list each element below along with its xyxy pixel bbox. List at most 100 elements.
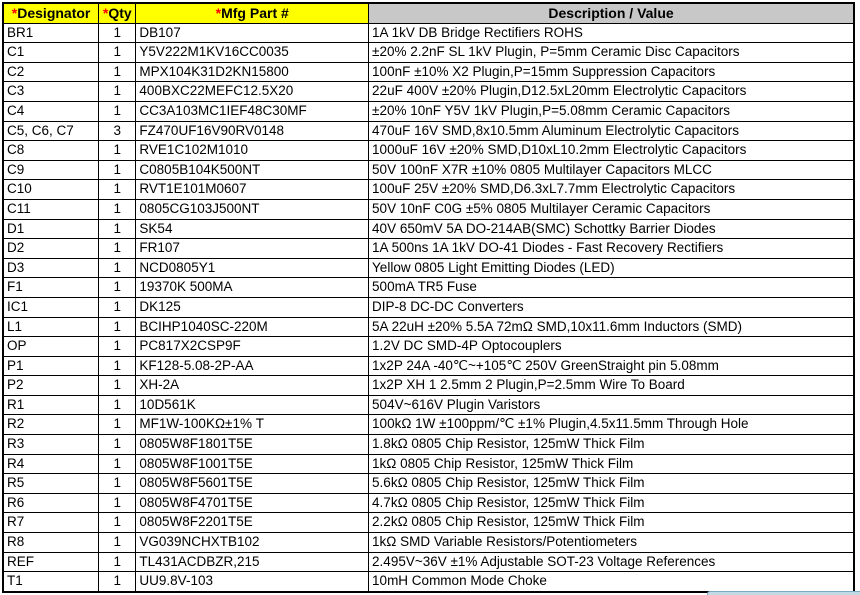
cell-description: 500mA TR5 Fuse [368, 277, 855, 298]
table-row: C11 1 0805CG103J500NT 50V 10nF C0G ±5% 0805… [2, 198, 855, 220]
cell-mfg-part: XH-2A [135, 375, 370, 396]
cell-designator: R2 [2, 414, 100, 436]
cell-qty: 1 [98, 100, 137, 122]
cell-qty: 1 [98, 355, 137, 377]
cell-qty: 1 [98, 434, 137, 455]
cell-qty: 1 [98, 198, 137, 220]
cell-qty: 1 [98, 512, 137, 534]
cell-description: 4.7kΩ 0805 Chip Resistor, 125mW Thick Fi… [368, 492, 855, 514]
cell-designator: C4 [2, 100, 100, 122]
cell-qty: 1 [98, 61, 137, 83]
cell-qty: 1 [98, 551, 137, 573]
cell-mfg-part: 10D561K [135, 394, 370, 416]
cell-description: Yellow 0805 Light Emitting Diodes (LED) [368, 257, 855, 279]
cell-description: 5A 22uH ±20% 5.5A 72mΩ SMD,10x11.6mm Ind… [368, 316, 855, 338]
cell-designator: D2 [2, 238, 100, 259]
header-qty-label: Qty [108, 5, 132, 21]
header-mfg-part-label: Mfg Part # [221, 5, 289, 21]
cell-description: 50V 10nF C0G ±5% 0805 Multilayer Ceramic… [368, 198, 855, 220]
cell-designator: C3 [2, 81, 100, 102]
cell-mfg-part: RVT1E101M0607 [135, 179, 370, 200]
table-row: C10 1 RVT1E101M0607 100uF 25V ±20% SMD,D6.3… [2, 179, 855, 200]
cell-mfg-part: TL431ACDBZR,215 [135, 551, 370, 573]
cell-qty: 1 [98, 336, 137, 357]
cell-mfg-part: MF1W-100KΩ±1% T [135, 414, 370, 436]
table-row: D1 1 SK54 40V 650mV 5A DO-214AB(SMC) Schott… [2, 218, 855, 240]
cell-description: 1A 500ns 1A 1kV DO-41 Diodes - Fast Reco… [368, 238, 855, 259]
cell-mfg-part: NCD0805Y1 [135, 257, 370, 279]
table-row: R2 1 MF1W-100KΩ±1% T 100kΩ 1W ±100ppm/℃ ±1%… [2, 414, 855, 436]
cell-designator: BR1 [2, 22, 100, 44]
cell-qty: 3 [98, 120, 137, 142]
cell-description: 1x2P 24A -40℃~+105℃ 250V GreenStraight p… [368, 355, 855, 377]
cell-description: 1.8kΩ 0805 Chip Resistor, 125mW Thick Fi… [368, 434, 855, 455]
cell-mfg-part: C0805B104K500NT [135, 159, 370, 181]
cell-qty: 1 [98, 218, 137, 240]
cell-qty: 1 [98, 179, 137, 200]
cell-designator: R8 [2, 532, 100, 553]
table-row: D2 1 FR107 1A 500ns 1A 1kV DO-41 Diodes - F… [2, 238, 855, 259]
cell-mfg-part: FZ470UF16V90RV0148 [135, 120, 370, 142]
header-qty: *Qty [98, 2, 137, 24]
table-row: C5, C6, C7 3 FZ470UF16V90RV0148 470uF 16V S… [2, 120, 855, 142]
cell-designator: C8 [2, 140, 100, 161]
cell-qty: 1 [98, 394, 137, 416]
table-row: P2 1 XH-2A 1x2P XH 1 2.5mm 2 Plugin,P=2.5mm… [2, 375, 855, 396]
bom-table-body: BR1 1 DB107 1A 1kV DB Bridge Rectifiers ROH… [2, 22, 855, 593]
cell-description: 100nF ±10% X2 Plugin,P=15mm Suppression … [368, 61, 855, 83]
header-designator-label: Designator [17, 5, 91, 21]
cell-mfg-part: SK54 [135, 218, 370, 240]
cell-designator: C1 [2, 42, 100, 63]
cell-qty: 1 [98, 257, 137, 279]
cell-designator: R6 [2, 492, 100, 514]
cell-description: 470uF 16V SMD,8x10.5mm Aluminum Electrol… [368, 120, 855, 142]
cell-designator: D1 [2, 218, 100, 240]
cell-description: 2.2kΩ 0805 Chip Resistor, 125mW Thick Fi… [368, 512, 855, 534]
cell-description: 1.2V DC SMD-4P Optocouplers [368, 336, 855, 357]
header-row: *Designator *Qty *Mfg Part # Description… [2, 2, 855, 24]
cell-mfg-part: FR107 [135, 238, 370, 259]
cell-qty: 1 [98, 453, 137, 475]
cell-mfg-part: 0805W8F5601T5E [135, 473, 370, 494]
table-row: R5 1 0805W8F5601T5E 5.6kΩ 0805 Chip Resisto… [2, 473, 855, 494]
table-row: C1 1 Y5V222M1KV16CC0035 ±20% 2.2nF SL 1kV P… [2, 42, 855, 63]
cell-mfg-part: KF128-5.08-2P-AA [135, 355, 370, 377]
cell-designator: L1 [2, 316, 100, 338]
cell-mfg-part: 0805W8F1801T5E [135, 434, 370, 455]
cell-mfg-part: 19370K 500MA [135, 277, 370, 298]
cell-designator: REF [2, 551, 100, 573]
cell-mfg-part: Y5V222M1KV16CC0035 [135, 42, 370, 63]
cell-qty: 1 [98, 316, 137, 338]
table-row: C4 1 CC3A103MC1IEF48C30MF ±20% 10nF Y5V 1kV… [2, 100, 855, 122]
cell-description: 1A 1kV DB Bridge Rectifiers ROHS [368, 22, 855, 44]
table-row: C2 1 MPX104K31D2KN15800 100nF ±10% X2 Plugi… [2, 61, 855, 83]
table-row: F1 1 19370K 500MA 500mA TR5 Fuse [2, 277, 855, 298]
cell-description: 22uF 400V ±20% Plugin,D12.5xL20mm Electr… [368, 81, 855, 102]
cell-mfg-part: CC3A103MC1IEF48C30MF [135, 100, 370, 122]
cell-qty: 1 [98, 414, 137, 436]
cell-qty: 1 [98, 492, 137, 514]
table-row: R1 1 10D561K 504V~616V Plugin Varistors [2, 394, 855, 416]
cell-description: ±20% 2.2nF SL 1kV Plugin, P=5mm Ceramic … [368, 42, 855, 63]
cell-qty: 1 [98, 22, 137, 44]
partial-bottom-right-widget[interactable] [707, 591, 860, 595]
cell-mfg-part: UU9.8V-103 [135, 571, 370, 593]
table-row: R7 1 0805W8F2201T5E 2.2kΩ 0805 Chip Resisto… [2, 512, 855, 534]
table-row: C8 1 RVE1C102M1010 1000uF 16V ±20% SMD,D10x… [2, 140, 855, 161]
cell-mfg-part: 0805CG103J500NT [135, 198, 370, 220]
cell-description: 10mH Common Mode Choke [368, 571, 855, 593]
cell-description: 5.6kΩ 0805 Chip Resistor, 125mW Thick Fi… [368, 473, 855, 494]
cell-mfg-part: DB107 [135, 22, 370, 44]
table-row: T1 1 UU9.8V-103 10mH Common Mode Choke [2, 571, 855, 593]
table-row: P1 1 KF128-5.08-2P-AA 1x2P 24A -40℃~+105℃ 2… [2, 355, 855, 377]
cell-designator: R3 [2, 434, 100, 455]
cell-designator: R7 [2, 512, 100, 534]
cell-qty: 1 [98, 571, 137, 593]
table-row: R4 1 0805W8F1001T5E 1kΩ 0805 Chip Resistor,… [2, 453, 855, 475]
cell-qty: 1 [98, 238, 137, 259]
cell-mfg-part: 0805W8F1001T5E [135, 453, 370, 475]
cell-mfg-part: PC817X2CSP9F [135, 336, 370, 357]
cell-description: DIP-8 DC-DC Converters [368, 296, 855, 318]
